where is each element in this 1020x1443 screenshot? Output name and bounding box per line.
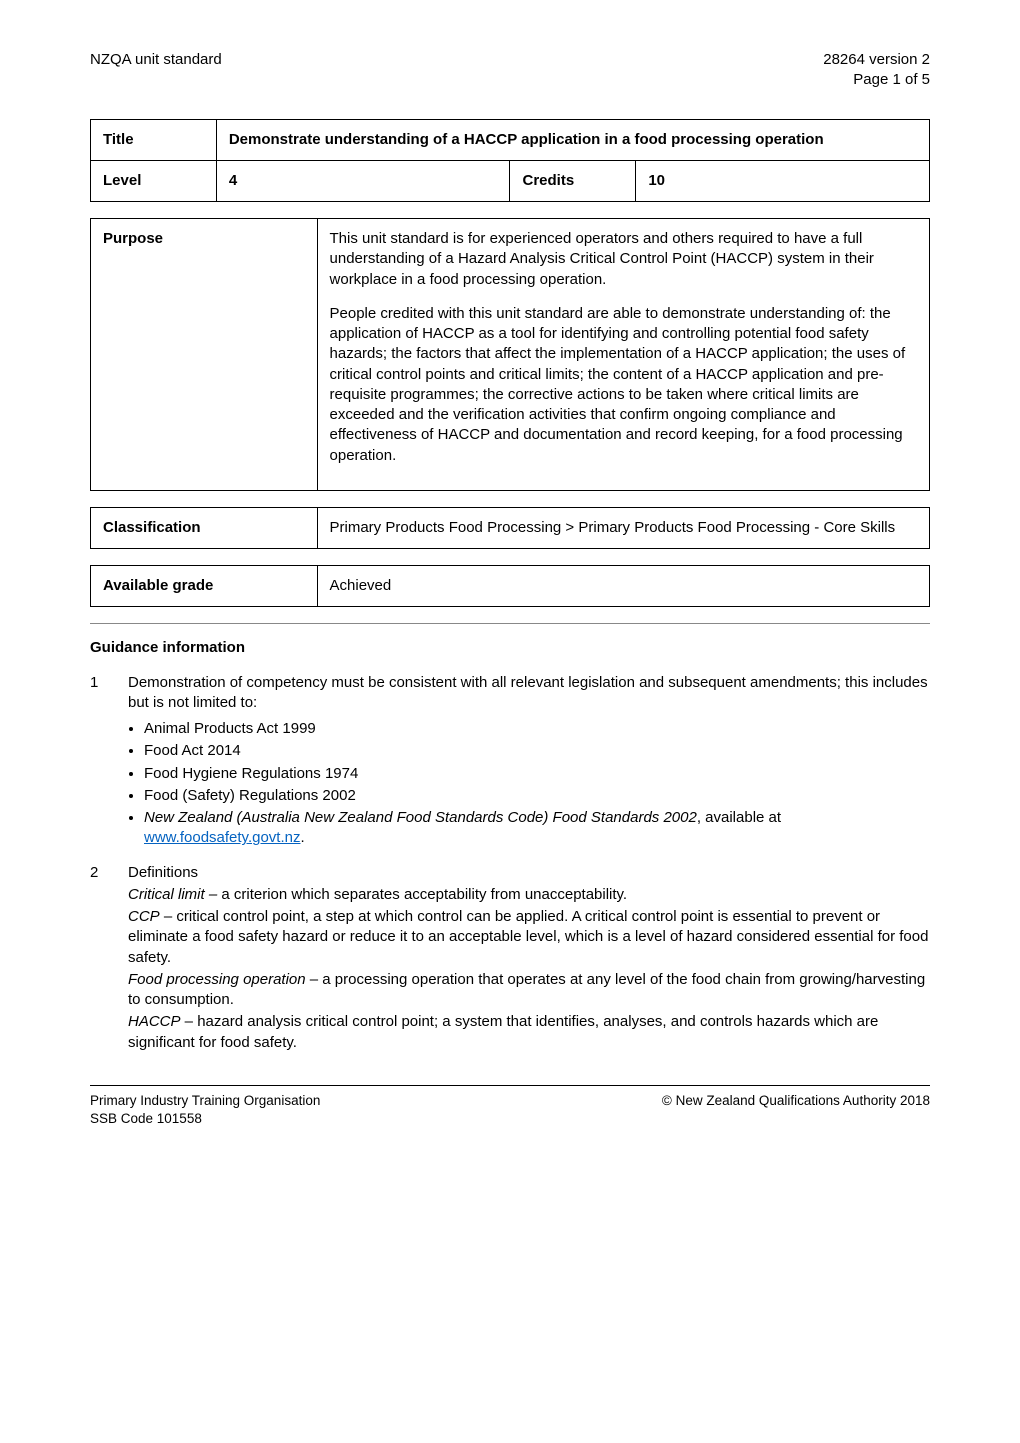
- title-table: Title Demonstrate understanding of a HAC…: [90, 119, 930, 203]
- definition-haccp: HACCP – hazard analysis critical control…: [128, 1012, 930, 1053]
- purpose-p2: People credited with this unit standard …: [330, 304, 917, 466]
- list-item: Animal Products Act 1999: [144, 719, 930, 739]
- def-term: Critical limit –: [128, 886, 217, 903]
- classification-label: Classification: [91, 507, 318, 548]
- def-body: – critical control point, a step at whic…: [128, 908, 928, 966]
- page-header: NZQA unit standard 28264 version 2 Page …: [90, 50, 930, 91]
- definition-ccp: CCP – critical control point, a step at …: [128, 907, 930, 968]
- header-right: 28264 version 2 Page 1 of 5: [823, 50, 930, 91]
- purpose-cell: This unit standard is for experienced op…: [317, 219, 929, 491]
- definitions-heading: Definitions: [128, 863, 930, 883]
- definition-food-processing-operation: Food processing operation – a processing…: [128, 970, 930, 1011]
- purpose-table: Purpose This unit standard is for experi…: [90, 218, 930, 491]
- title-text: Demonstrate understanding of a HACCP app…: [216, 119, 929, 160]
- def-body: – hazard analysis critical control point…: [128, 1013, 878, 1050]
- guidance-item-1-bullets: Animal Products Act 1999 Food Act 2014 F…: [90, 719, 930, 849]
- list-item: New Zealand (Australia New Zealand Food …: [144, 808, 930, 849]
- header-left: NZQA unit standard: [90, 50, 222, 91]
- grade-label: Available grade: [91, 566, 318, 607]
- credits-label: Credits: [510, 160, 636, 201]
- grade-table: Available grade Achieved: [90, 565, 930, 607]
- footer-left: Primary Industry Training Organisation S…: [90, 1092, 320, 1128]
- level-label: Level: [91, 160, 217, 201]
- list-item: Food Act 2014: [144, 741, 930, 761]
- header-right-line2: Page 1 of 5: [823, 70, 930, 90]
- guidance-item-2: 2 Definitions Critical limit – a criteri…: [90, 863, 930, 1055]
- divider: [90, 623, 930, 624]
- header-right-line1: 28264 version 2: [823, 50, 930, 70]
- guidance-item-2-num: 2: [90, 863, 128, 1055]
- footer-right: © New Zealand Qualifications Authority 2…: [662, 1092, 930, 1128]
- footer-left-line1: Primary Industry Training Organisation: [90, 1092, 320, 1110]
- guidance-item-1: 1 Demonstration of competency must be co…: [90, 673, 930, 714]
- guidance-item-1-body: Demonstration of competency must be cons…: [128, 673, 930, 714]
- definition-critical-limit: Critical limit – a criterion which separ…: [128, 885, 930, 905]
- purpose-label: Purpose: [91, 219, 318, 491]
- list-item: Food (Safety) Regulations 2002: [144, 786, 930, 806]
- def-body: a criterion which separates acceptabilit…: [217, 886, 627, 903]
- page-footer: Primary Industry Training Organisation S…: [90, 1085, 930, 1128]
- bullet-5-end: .: [300, 829, 304, 846]
- grade-value: Achieved: [317, 566, 929, 607]
- def-term: HACCP: [128, 1013, 181, 1030]
- bullet-5-tail: , available at: [697, 809, 781, 826]
- list-item: Food Hygiene Regulations 1974: [144, 764, 930, 784]
- level-value: 4: [216, 160, 510, 201]
- credits-value: 10: [636, 160, 930, 201]
- classification-table: Classification Primary Products Food Pro…: [90, 507, 930, 549]
- guidance-item-2-body: Definitions Critical limit – a criterion…: [128, 863, 930, 1055]
- def-term: CCP: [128, 908, 160, 925]
- purpose-p1: This unit standard is for experienced op…: [330, 229, 917, 290]
- guidance-item-1-num: 1: [90, 673, 128, 714]
- classification-value: Primary Products Food Processing > Prima…: [317, 507, 929, 548]
- bullet-5-italic: New Zealand (Australia New Zealand Food …: [144, 809, 697, 826]
- foodsafety-link[interactable]: www.foodsafety.govt.nz: [144, 829, 300, 846]
- footer-left-line2: SSB Code 101558: [90, 1110, 320, 1128]
- guidance-heading: Guidance information: [90, 638, 930, 658]
- def-term: Food processing operation: [128, 971, 306, 988]
- title-label: Title: [91, 119, 217, 160]
